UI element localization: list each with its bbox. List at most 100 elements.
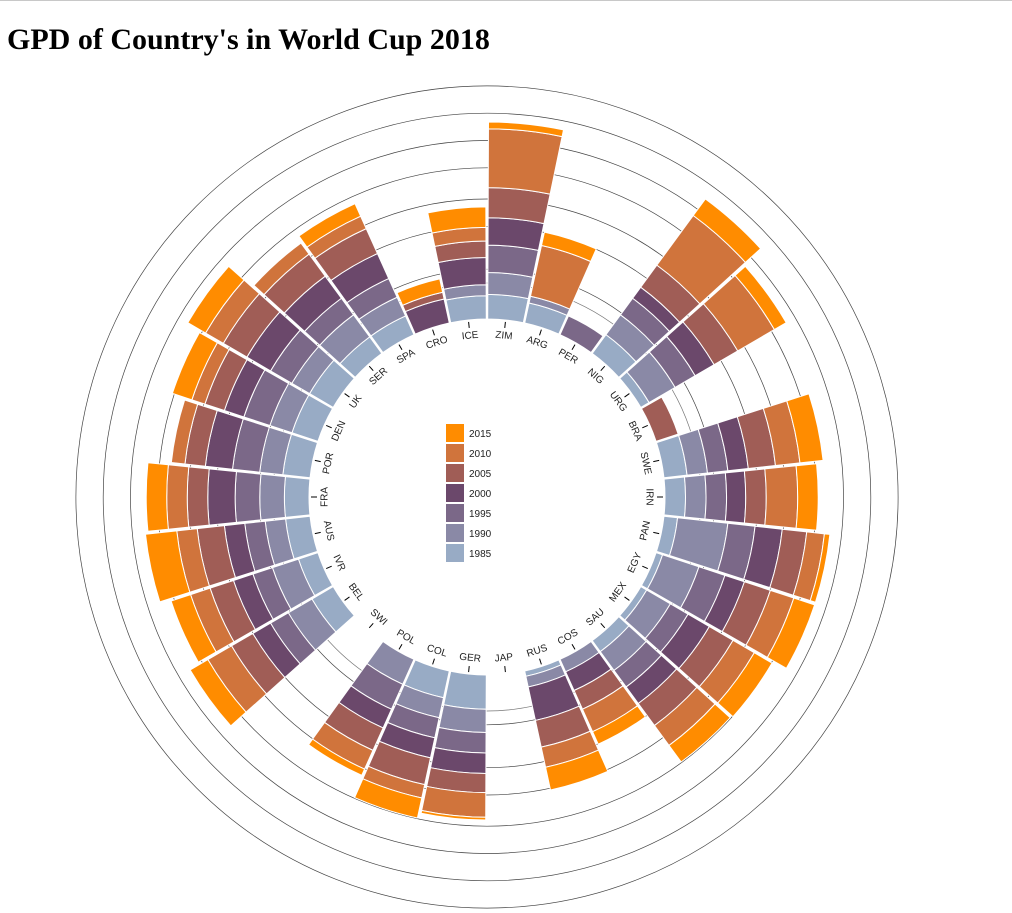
legend-label-2005: 2005 [469, 469, 492, 480]
bar-group-por [170, 399, 319, 479]
bar-group-ger [420, 670, 487, 821]
country-tick [368, 623, 374, 629]
country-tick [653, 459, 660, 463]
country-label-bra: BRA [626, 420, 645, 444]
country-label-sau: SAU [584, 607, 607, 629]
bar-segment-zim-1985 [487, 293, 529, 324]
country-tick [468, 321, 470, 328]
country-label-cro: CRO [425, 334, 450, 351]
country-tick [432, 658, 435, 665]
page-title: GPD of Country's in World Cup 2018 [7, 23, 490, 56]
bar-segment-rus-2015 [544, 749, 609, 791]
country-tick [344, 393, 350, 398]
legend: 2015 2010 2005 2000 1995 1990 1985 [446, 424, 492, 562]
bar-segment-bra-2005 [640, 396, 679, 442]
bar-segment-ice-2000 [437, 256, 487, 290]
bar-segment-ice-2015 [427, 206, 487, 234]
country-tick [600, 623, 606, 629]
bar-segment-zim-2015 [487, 121, 565, 138]
country-tick [326, 424, 332, 429]
country-label-arg: ARG [525, 334, 549, 351]
bar-segment-pol-2015 [307, 738, 366, 777]
bar-segment-uk-2015 [187, 265, 245, 334]
country-tick [344, 596, 350, 601]
bar-group-cos [559, 640, 647, 745]
bar-segment-fra-2005 [186, 466, 210, 528]
country-label-urg: URG [607, 390, 629, 415]
grid-ring [130, 140, 844, 854]
bar-group-bra [640, 396, 679, 442]
country-label-pol: POL [395, 628, 418, 648]
legend-swatch-1990 [446, 524, 464, 542]
bar-segment-irn-2005 [743, 468, 767, 526]
country-label-cos: COS [556, 627, 581, 648]
bar-segment-sau-2015 [668, 703, 731, 763]
bar-segment-irn-1995 [704, 472, 728, 522]
bar-segment-fra-2015 [145, 462, 169, 532]
bar-segment-mex-2015 [717, 652, 773, 718]
bar-group-nig [591, 198, 762, 379]
country-label-uk: UK [347, 393, 364, 411]
country-tick [539, 658, 542, 665]
bar-group-spa [298, 203, 415, 354]
bar-group-aus [144, 515, 319, 603]
country-tick [624, 596, 630, 601]
bar-segment-fra-1985 [283, 476, 311, 518]
bar-segment-irn-1985 [663, 476, 687, 518]
bar-group-rus [524, 659, 609, 791]
country-label-mex: MEX [607, 580, 629, 604]
bar-group-urg [619, 265, 787, 409]
bar-segment-aus-2015 [144, 530, 191, 603]
bar-group-den [171, 331, 334, 442]
country-label-pan: PAN [638, 520, 653, 542]
bar-segment-irn-2000 [724, 470, 747, 524]
country-label-por: POR [321, 452, 336, 475]
bar-segment-ger-2015 [420, 809, 487, 821]
country-tick [368, 365, 374, 371]
country-label-ser: SER [367, 366, 390, 388]
bar-segment-irn-1990 [683, 474, 707, 520]
bar-group-mex [619, 585, 773, 718]
bar-segment-arg-2015 [540, 231, 597, 263]
country-label-ice: ICE [461, 330, 479, 343]
grid-ring [102, 112, 872, 882]
bar-group-swe [655, 393, 824, 479]
bar-group-egy [640, 552, 816, 669]
country-label-per: PER [556, 347, 579, 367]
bar-group-cro [396, 278, 450, 335]
bar-group-uk [187, 265, 355, 409]
bar-group-col [353, 659, 450, 819]
country-label-spa: SPA [395, 347, 417, 366]
country-tick [539, 329, 542, 336]
country-label-swi: SWI [368, 607, 389, 628]
bar-segment-irn-2015 [795, 463, 819, 531]
legend-label-1995: 1995 [469, 509, 492, 520]
bar-segment-ice-1985 [445, 295, 487, 324]
legend-label-2015: 2015 [469, 429, 492, 440]
country-tick [398, 643, 403, 650]
bar-segment-den-2015 [171, 331, 218, 401]
bar-segment-per-1995 [559, 315, 604, 354]
country-label-bel: BEL [346, 581, 366, 603]
country-label-egy: EGY [626, 551, 645, 575]
bar-segment-fra-1990 [259, 473, 286, 521]
bar-segment-zim-2000 [487, 217, 545, 252]
legend-label-1985: 1985 [469, 549, 492, 560]
bar-group-fra [145, 462, 311, 532]
bar-segment-nig-2015 [692, 198, 762, 264]
bar-group-bel [189, 585, 355, 727]
bar-segment-spa-2015 [298, 203, 362, 248]
legend-swatch-2015 [446, 424, 464, 442]
bar-segment-ser-2010 [253, 242, 310, 296]
bar-segment-ger-1985 [443, 670, 487, 710]
country-tick [314, 531, 321, 535]
country-tick [504, 321, 506, 328]
legend-swatch-2000 [446, 484, 464, 502]
bar-segment-zim-2010 [487, 128, 563, 195]
legend-label-2000: 2000 [469, 489, 492, 500]
legend-swatch-2005 [446, 464, 464, 482]
bar-segment-irn-2010 [764, 465, 799, 529]
legend-label-1990: 1990 [469, 529, 492, 540]
bar-group-pan [655, 515, 831, 603]
